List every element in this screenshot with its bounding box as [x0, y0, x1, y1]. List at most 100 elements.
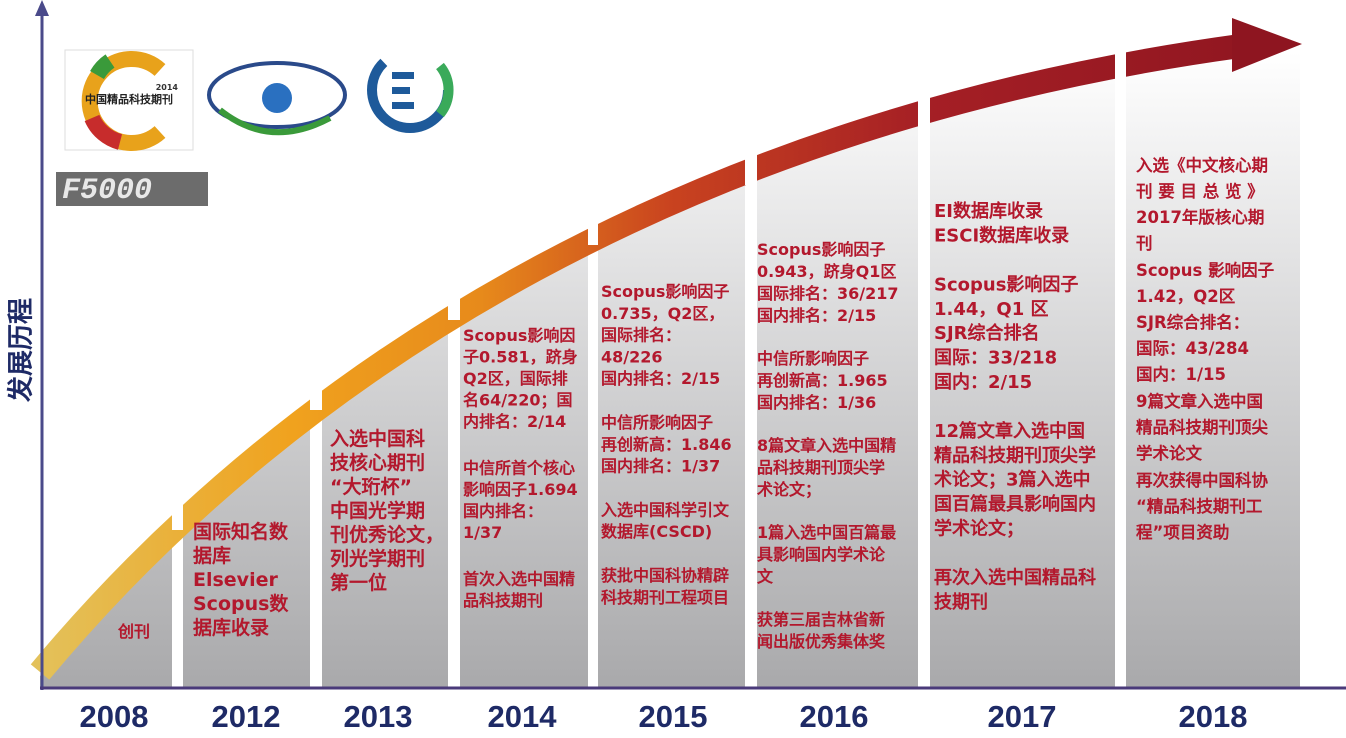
- logo-f5000: F5000: [56, 172, 208, 208]
- milestone-text: 创刊: [117, 622, 150, 641]
- milestone-text: 再次获得中国科协: [1136, 470, 1269, 490]
- milestone-text: 学术论文: [1136, 443, 1203, 463]
- growth-arrow: [30, 34, 1242, 680]
- milestone-text: 国内排名：2/15: [601, 369, 720, 388]
- year-label: 2017: [988, 699, 1057, 734]
- axis-label: 发展历程: [6, 298, 37, 403]
- milestone-text: 中信所影响因子: [757, 349, 869, 368]
- milestone-text: 1篇入选中国百篇最: [757, 523, 897, 542]
- milestone-text: 再创新高：1.965: [757, 371, 888, 390]
- milestone-text: 品科技期刊: [463, 591, 543, 610]
- milestone-text: “大珩杯”: [330, 475, 412, 498]
- milestone-text: Scopus数: [193, 592, 289, 615]
- milestone-text: 中信所首个核心: [463, 459, 575, 478]
- milestone-text: 获第三届吉林省新: [757, 610, 885, 629]
- milestone-text: 据库: [193, 544, 231, 567]
- milestone-text: 国内：1/15: [1136, 364, 1226, 384]
- milestone-text: EI数据库收录: [934, 200, 1043, 222]
- year-label: 2008: [80, 699, 149, 734]
- milestone-text: 国内排名：2/15: [757, 306, 876, 325]
- milestone-text: Q2区，国际排: [463, 369, 568, 388]
- milestone-text: 科技期刊工程项目: [601, 588, 729, 607]
- milestone-text: 1/37: [463, 523, 502, 542]
- milestone-text: SJR综合排名: [934, 322, 1040, 344]
- milestone-text: 刊 要 目 总 览 》: [1136, 181, 1264, 201]
- year-label: 2016: [800, 699, 869, 734]
- milestone-text: 闻出版优秀集体奖: [757, 632, 886, 651]
- milestone-text: 程”项目资助: [1136, 522, 1229, 542]
- milestone-text: 列光学期刊: [330, 547, 425, 570]
- milestone-text: 子0.581，跻身: [463, 348, 578, 367]
- milestone-text: 刊优秀论文，: [330, 523, 444, 546]
- milestone-text: SJR综合排名：: [1136, 312, 1249, 332]
- logo-year: 2014: [156, 83, 179, 92]
- milestone-text: Scopus影响因子: [934, 274, 1078, 296]
- milestone-text: 入选中国科: [330, 427, 425, 450]
- milestone-text: 0.735，Q2区，: [601, 304, 724, 323]
- milestone-text: 48/226: [601, 347, 663, 366]
- milestone-text: 中国光学期: [330, 499, 425, 522]
- milestone-text: 具影响国内学术论: [757, 545, 886, 564]
- milestone-text: 国百篇最具影响国内: [934, 493, 1096, 515]
- milestone-text: 精品科技期刊顶尖学: [934, 444, 1096, 466]
- milestone-text: 精品科技期刊顶尖: [1136, 417, 1269, 437]
- milestone-text: “精品科技期刊工: [1136, 496, 1262, 516]
- milestone-text: 第一位: [330, 571, 387, 594]
- milestone-text: Scopus影响因子: [601, 282, 729, 301]
- milestone-text: 术论文；: [756, 480, 821, 499]
- logo-f5000-text: F5000: [62, 174, 152, 208]
- milestone-text: 国际排名：: [601, 326, 681, 345]
- milestone-text: 国内排名：1/36: [757, 393, 876, 412]
- milestone-text: 12篇文章入选中国: [934, 420, 1085, 442]
- milestone-text: 2017年版核心期: [1136, 207, 1264, 227]
- milestone-text: 品科技期刊顶尖学: [757, 458, 885, 477]
- year-label: 2014: [488, 699, 558, 734]
- milestone-text: 国内排名：: [463, 502, 543, 521]
- milestone-text: 术论文；3篇入选中: [934, 469, 1091, 491]
- milestone-text: Scopus 影响因子: [1136, 260, 1275, 280]
- milestone-text: 再次入选中国精品科: [934, 567, 1096, 589]
- milestone-text: 1.42，Q2区: [1136, 287, 1236, 306]
- milestone-text: 技期刊: [934, 591, 988, 613]
- milestone-text: 8篇文章入选中国精: [757, 436, 896, 455]
- milestone-text: 入选《中文核心期: [1136, 155, 1268, 175]
- milestone-text: 国际知名数: [193, 520, 289, 543]
- logo-cjcp: 2014 中国精品科技期刊: [64, 49, 194, 151]
- milestone-text: Scopus影响因: [463, 326, 575, 345]
- logo-cast: [207, 61, 347, 136]
- milestone-text: 中信所影响因子: [601, 413, 713, 432]
- milestone-text: 入选中国科学引文: [601, 500, 730, 519]
- milestone-text: 1.44，Q1 区: [934, 299, 1049, 320]
- milestone-text: 名64/220；国: [463, 391, 573, 410]
- milestone-text: Elsevier: [193, 569, 278, 591]
- milestone-text: 影响因子1.694: [463, 480, 578, 499]
- milestone-text: 再创新高：1.846: [601, 435, 732, 454]
- milestone-text: 9篇文章入选中国: [1136, 391, 1263, 411]
- arrow-head: [1232, 18, 1302, 72]
- milestone-text: 学术论文；: [934, 517, 1024, 539]
- milestone-text: 获批中国科协精辟: [601, 566, 729, 585]
- milestone-text: 刊: [1136, 234, 1153, 253]
- milestone-text: 文: [757, 567, 774, 586]
- year-label: 2013: [344, 699, 413, 734]
- year-label: 2012: [212, 699, 281, 734]
- band-gaps: [172, 40, 1126, 530]
- milestone-text: 国际：33/218: [934, 348, 1057, 369]
- milestone-text: 国际：43/284: [1136, 339, 1249, 358]
- milestone-text: 首次入选中国精: [463, 570, 575, 589]
- milestone-text: ESCI数据库收录: [934, 224, 1069, 246]
- milestone-text: 数据库(CSCD): [601, 522, 712, 541]
- milestone-text: 0.943，跻身Q1区: [757, 262, 896, 281]
- milestone-text: 内排名：2/14: [463, 412, 566, 431]
- milestone-text: Scopus影响因子: [757, 240, 885, 259]
- milestone-text: 国际排名：36/217: [757, 284, 899, 303]
- logo-ei: [367, 47, 454, 133]
- logo-arc: [81, 51, 166, 151]
- year-label: 2015: [639, 699, 708, 734]
- milestone-text: 据库收录: [193, 616, 269, 639]
- column-area: [40, 52, 1300, 688]
- year-label: 2018: [1179, 699, 1248, 734]
- milestone-text: 国内：2/15: [934, 371, 1032, 393]
